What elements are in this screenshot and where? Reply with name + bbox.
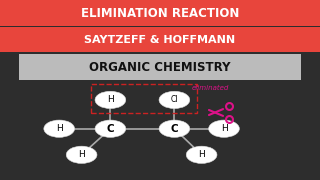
Text: C: C [171,124,178,134]
Text: Cl: Cl [171,95,178,104]
Circle shape [209,120,239,137]
Bar [0,0,320,26]
Bar [19,54,301,80]
Bar [91,84,197,113]
Text: C: C [107,124,114,134]
Text: H: H [107,95,114,104]
Text: SAYTZEFF & HOFFMANN: SAYTZEFF & HOFFMANN [84,35,236,45]
Circle shape [95,120,126,137]
Text: H: H [78,150,85,159]
Circle shape [159,91,190,109]
Text: H: H [198,150,205,159]
Bar [0,27,320,52]
Text: H: H [220,124,228,133]
Text: H: H [56,124,63,133]
Circle shape [44,120,75,137]
Circle shape [66,146,97,163]
Circle shape [159,120,190,137]
Text: ELIMINATION REACTION: ELIMINATION REACTION [81,6,239,20]
Circle shape [186,146,217,163]
Text: ORGANIC CHEMISTRY: ORGANIC CHEMISTRY [89,60,231,74]
Text: eliminated: eliminated [192,85,229,91]
Circle shape [95,91,126,109]
